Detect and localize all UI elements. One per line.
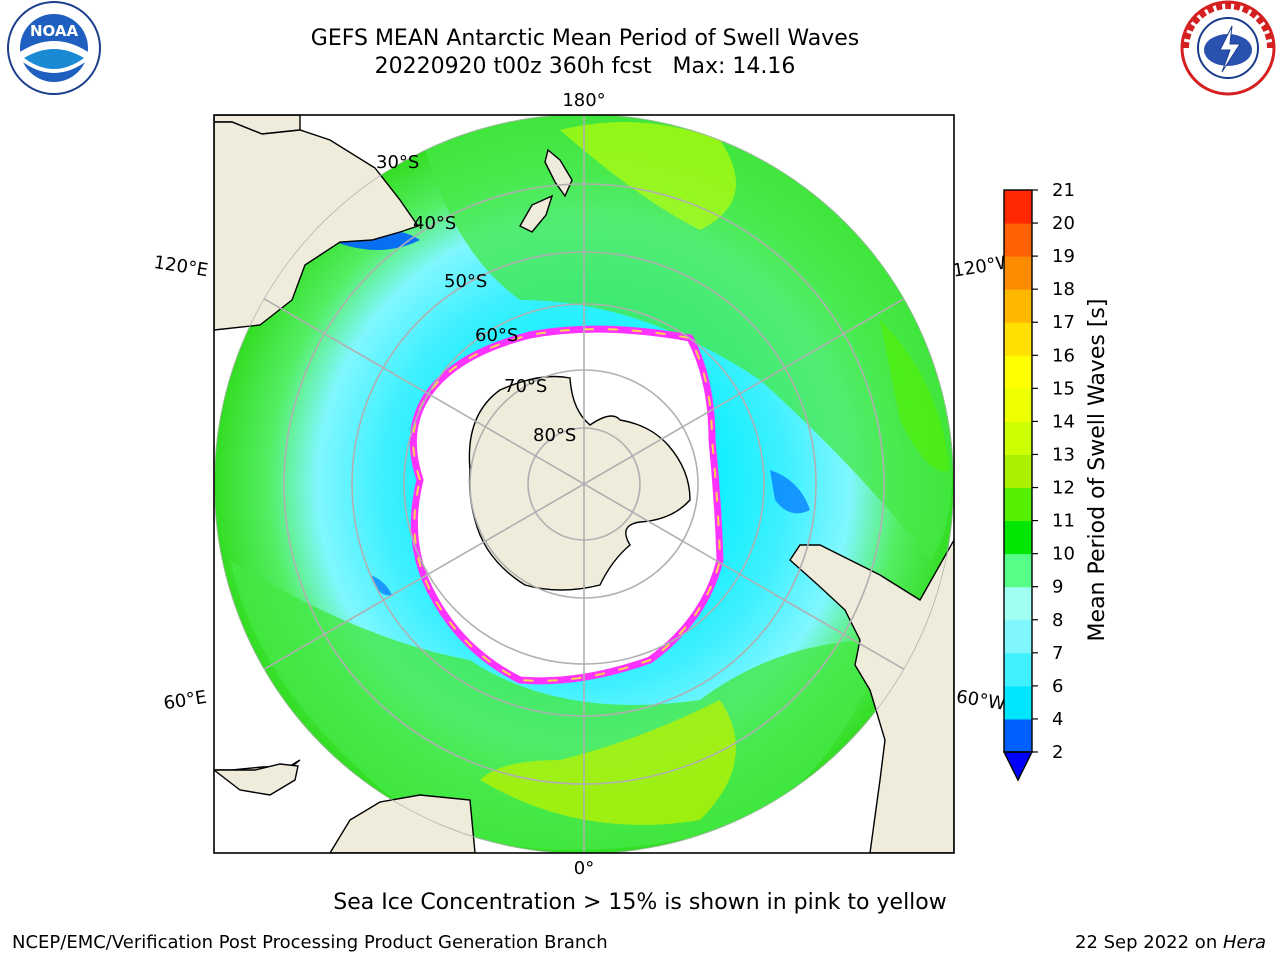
colorbar-band (1004, 586, 1032, 621)
colorbar-tick-label: 12 (1052, 478, 1075, 499)
colorbar-tick-label: 4 (1052, 709, 1063, 730)
colorbar-band (1004, 685, 1032, 720)
colorbar-extend-min (1002, 751, 1034, 782)
colorbar-tick-label: 10 (1052, 544, 1075, 565)
colorbar-label: Mean Period of Swell Waves [s] (1085, 299, 1110, 642)
colorbar-tick-label: 20 (1052, 213, 1075, 234)
colorbar-tick-label: 6 (1052, 676, 1063, 697)
colorbar-band (1004, 421, 1032, 455)
colorbar-tick-label: 19 (1052, 246, 1075, 267)
colorbar-band (1004, 652, 1032, 687)
colorbar-band (1004, 355, 1032, 389)
colorbar-band (1004, 388, 1032, 422)
colorbar-tick-label: 15 (1052, 378, 1075, 399)
map-frame (213, 114, 955, 854)
host-text: Hera (1222, 932, 1266, 953)
meridian-label-60w: 60°W (955, 686, 1008, 715)
colorbar: 2 4 6 7 8 9 10 11 12 13 14 15 16 17 18 19 20 21 (1002, 180, 1075, 782)
parallel-label-40s: 40°S (413, 213, 456, 234)
colorbar-band (1004, 718, 1032, 753)
colorbar-band (1004, 520, 1032, 555)
colorbar-band (1004, 553, 1032, 588)
colorbar-tick-label: 16 (1052, 345, 1075, 366)
colorbar-tick-label: 2 (1052, 742, 1063, 763)
colorbar-tick-label: 8 (1052, 610, 1063, 631)
colorbar-band (1004, 487, 1032, 522)
meridian-label-0: 0° (574, 858, 594, 879)
parallel-label-30s: 30°S (376, 152, 419, 173)
colorbar-tick-label: 9 (1052, 577, 1063, 598)
meridian-label-120e: 120°E (152, 252, 209, 281)
colorbar-tick-label: 17 (1052, 312, 1075, 333)
date-stamp: 22 Sep 2022 on Hera (1075, 932, 1266, 953)
colorbar-band (1004, 619, 1032, 654)
colorbar-band (1004, 190, 1032, 224)
colorbar-band (1004, 454, 1032, 489)
parallel-label-60s: 60°S (475, 325, 518, 346)
colorbar-outline (1003, 189, 1033, 753)
credit-text: NCEP/EMC/Verification Post Processing Pr… (12, 932, 608, 953)
chart-title: GEFS MEAN Antarctic Mean Period of Swell… (310, 26, 860, 51)
date-text: 22 Sep 2022 on (1075, 932, 1223, 953)
colorbar-tick-label: 13 (1052, 444, 1075, 465)
colorbar-tick-label: 18 (1052, 279, 1075, 300)
meridian-label-180: 180° (562, 90, 605, 111)
colorbar-band (1004, 223, 1032, 257)
chart-subtitle: 20220920 t00z 360h fcst Max: 14.16 (374, 54, 796, 79)
parallel-label-80s: 80°S (533, 425, 576, 446)
noaa-logo: NOAA (7, 1, 101, 95)
colorbar-tick-label: 11 (1052, 511, 1075, 532)
nws-logo (1180, 0, 1276, 96)
svg-text:NOAA: NOAA (30, 22, 79, 40)
antarctica (468, 375, 691, 591)
colorbar-tick-label: 14 (1052, 411, 1075, 432)
parallel-label-70s: 70°S (504, 376, 547, 397)
colorbar-band (1004, 322, 1032, 356)
meridian-label-60e: 60°E (162, 687, 208, 715)
sea-ice-note: Sea Ice Concentration > 15% is shown in … (333, 890, 947, 915)
colorbar-band (1004, 256, 1032, 290)
graticule (214, 115, 954, 853)
parallel-label-50s: 50°S (444, 271, 487, 292)
colorbar-band (1004, 289, 1032, 323)
land-masses (214, 115, 954, 853)
colorbar-tick-label: 7 (1052, 643, 1063, 664)
colorbar-tick-label: 21 (1052, 180, 1075, 201)
